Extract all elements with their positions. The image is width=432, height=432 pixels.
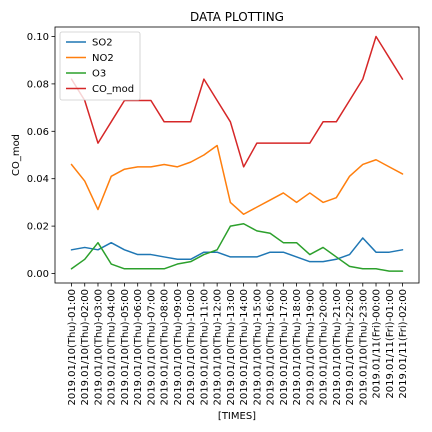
y-axis: 0.00 0.02 0.04 0.06 0.08 0.10 bbox=[27, 32, 55, 280]
x-tick-label: 2019.01/10(Thu)-15:00 bbox=[252, 289, 263, 405]
y-tick-label: 0.04 bbox=[27, 174, 49, 185]
x-tick-label: 2019.01/10(Thu)-04:00 bbox=[107, 289, 118, 405]
legend-label: NO2 bbox=[92, 53, 114, 64]
x-axis-title: [TIMES] bbox=[218, 411, 256, 422]
x-tick-label: 2019.01/10(Thu)-07:00 bbox=[146, 289, 157, 405]
x-tick-label: 2019.01/11(Fri)-01:00 bbox=[385, 289, 396, 399]
x-tick-label: 2019.01/10(Thu)-12:00 bbox=[213, 289, 224, 405]
legend-label: CO_mod bbox=[92, 84, 134, 95]
x-tick-label: 2019.01/10(Thu)-10:00 bbox=[186, 289, 197, 405]
x-tick-label: 2019.01/10(Thu)-01:00 bbox=[67, 289, 78, 405]
x-tick-label: 2019.01/10(Thu)-20:00 bbox=[319, 289, 330, 405]
series-line-no2 bbox=[70, 144, 404, 216]
x-tick-label: 2019.01/10(Thu)-23:00 bbox=[358, 289, 369, 405]
legend-box bbox=[59, 31, 141, 101]
legend-label: O3 bbox=[92, 69, 106, 80]
x-tick-label: 2019.01/10(Thu)-11:00 bbox=[199, 289, 210, 405]
x-tick-label: 2019.01/10(Thu)-08:00 bbox=[160, 289, 171, 405]
series-line-co-mod bbox=[70, 35, 404, 168]
series-line-o3 bbox=[70, 222, 404, 272]
plot-frame bbox=[54, 26, 420, 284]
series-line-so2 bbox=[70, 237, 404, 263]
x-tick-label: 2019.01/11(Fri)-00:00 bbox=[372, 289, 383, 399]
chart-title: DATA PLOTTING bbox=[190, 10, 284, 24]
y-tick-label: 0.06 bbox=[27, 127, 49, 138]
x-tick-label: 2019.01/10(Thu)-09:00 bbox=[173, 289, 184, 405]
x-tick-label: 2019.01/10(Thu)-02:00 bbox=[80, 289, 91, 405]
y-tick-label: 0.08 bbox=[27, 79, 49, 90]
x-tick-label: 2019.01/10(Thu)-22:00 bbox=[345, 289, 356, 405]
plot-area bbox=[70, 35, 404, 272]
x-axis: 2019.01/10(Thu)-01:00 2019.01/10(Thu)-02:… bbox=[67, 283, 409, 405]
x-tick-label: 2019.01/10(Thu)-18:00 bbox=[292, 289, 303, 405]
legend: SO2 NO2 O3 CO_mod bbox=[59, 31, 141, 101]
x-tick-label: 2019.01/10(Thu)-13:00 bbox=[226, 289, 237, 405]
x-tick-label: 2019.01/10(Thu)-03:00 bbox=[93, 289, 104, 405]
y-tick-label: 0.00 bbox=[27, 269, 49, 280]
y-tick-label: 0.02 bbox=[27, 222, 49, 233]
x-tick-label: 2019.01/10(Thu)-21:00 bbox=[332, 289, 343, 405]
x-tick-label: 2019.01/10(Thu)-19:00 bbox=[305, 289, 316, 405]
y-tick-label: 0.10 bbox=[27, 32, 49, 43]
x-tick-label: 2019.01/10(Thu)-05:00 bbox=[120, 289, 131, 405]
x-tick-label: 2019.01/10(Thu)-17:00 bbox=[279, 289, 290, 405]
x-tick-label: 2019.01/10(Thu)-14:00 bbox=[239, 289, 250, 405]
x-tick-label: 2019.01/11(Fri)-02:00 bbox=[398, 289, 409, 399]
x-tick-label: 2019.01/10(Thu)-16:00 bbox=[266, 289, 277, 405]
y-axis-title: CO_mod bbox=[11, 134, 22, 176]
legend-label: SO2 bbox=[92, 38, 113, 49]
x-tick-label: 2019.01/10(Thu)-06:00 bbox=[133, 289, 144, 405]
